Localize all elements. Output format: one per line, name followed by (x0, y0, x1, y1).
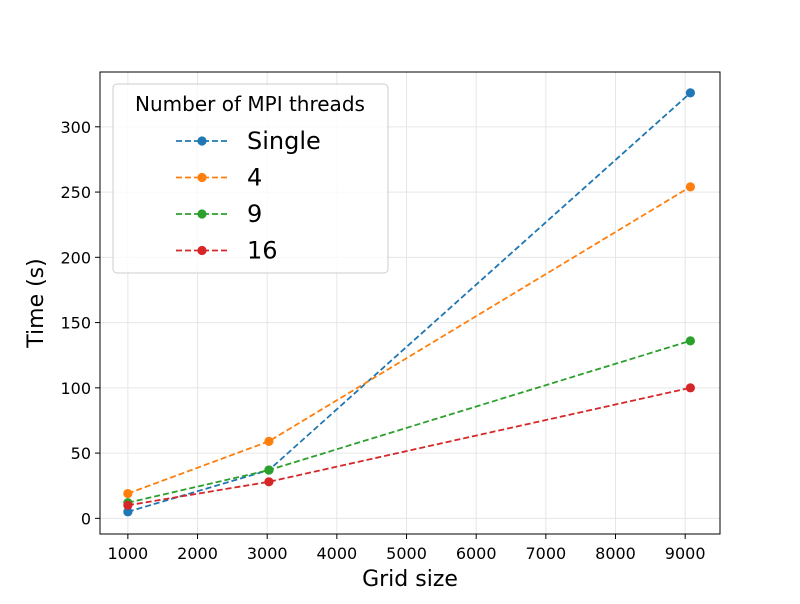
x-axis-label: Grid size (362, 567, 458, 592)
legend-item: Single (176, 127, 321, 155)
y-tick-label: 100 (60, 379, 91, 398)
data-point (685, 383, 695, 393)
x-axis-ticks: 1000 2000 3000 4000 5000 6000 7000 8000 9000 (108, 534, 706, 563)
legend-item: 16 (176, 237, 278, 265)
legend: Number of MPI threads Single 4 9 16 (112, 83, 389, 274)
legend-label: Single (247, 127, 321, 155)
x-tick-label: 9000 (665, 544, 706, 563)
y-tick-label: 300 (60, 118, 91, 137)
y-tick-label: 150 (60, 314, 91, 333)
x-tick-label: 5000 (386, 544, 427, 563)
data-point (123, 488, 133, 499)
series-4 (123, 182, 695, 499)
y-axis-ticks: 0 50 100 150 200 250 300 (60, 118, 100, 528)
legend-label: 4 (247, 164, 262, 192)
legend-title: Number of MPI threads (135, 92, 365, 116)
data-point (264, 477, 274, 487)
legend-swatch-marker (197, 136, 207, 146)
plot-frame (99, 71, 721, 535)
series-layer (123, 88, 695, 517)
y-tick-label: 200 (60, 248, 91, 267)
legend-label: 16 (247, 237, 278, 265)
legend-swatch-marker (197, 245, 207, 256)
legend-item: 4 (176, 164, 262, 192)
x-tick-label: 3000 (247, 544, 288, 563)
data-point (123, 507, 133, 517)
x-tick-label: 6000 (456, 544, 497, 563)
x-tick-label: 7000 (525, 544, 566, 563)
data-point (685, 336, 695, 346)
x-tick-label: 2000 (177, 544, 218, 563)
y-tick-label: 0 (81, 509, 91, 528)
x-tick-label: 8000 (595, 544, 636, 563)
x-tick-label: 4000 (316, 544, 357, 563)
legend-items: Single 4 9 16 (176, 127, 321, 265)
legend-swatch-marker (197, 172, 207, 183)
y-axis-label: Time (s) (24, 258, 49, 348)
legend-box (112, 83, 389, 274)
data-point (123, 500, 133, 510)
data-point (685, 182, 695, 192)
data-point (685, 88, 695, 98)
series-line (127, 386, 691, 507)
series-line (127, 186, 691, 495)
y-tick-label: 250 (60, 183, 91, 202)
legend-swatch-marker (197, 209, 207, 219)
data-point (264, 465, 274, 475)
x-tick-label: 1000 (108, 544, 149, 563)
data-point (264, 436, 274, 446)
legend-label: 9 (247, 200, 262, 228)
series-16 (123, 383, 695, 510)
y-tick-label: 50 (71, 444, 91, 463)
legend-item: 9 (176, 200, 262, 228)
